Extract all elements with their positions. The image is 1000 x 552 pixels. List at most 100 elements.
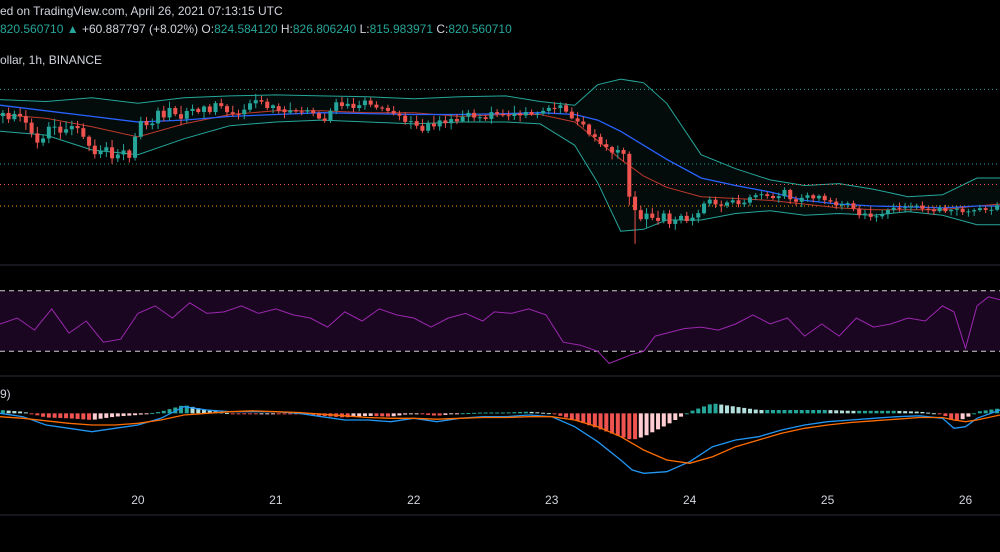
macd-histogram-bar	[179, 405, 184, 414]
x-axis-tick-label: 21	[269, 493, 283, 507]
macd-histogram-bar	[857, 410, 862, 414]
macd-histogram-bar	[552, 413, 557, 415]
candle-body	[816, 195, 821, 199]
candle-body	[115, 154, 120, 159]
x-axis-tick-label: 23	[545, 493, 559, 507]
candle-body	[35, 133, 40, 143]
candle-body	[466, 112, 471, 117]
x-axis-tick-label: 24	[683, 493, 697, 507]
candle-body	[334, 102, 339, 111]
macd-histogram-bar	[420, 413, 425, 415]
macd-histogram-bar	[23, 412, 28, 414]
candle-body	[518, 113, 523, 116]
macd-histogram-bar	[610, 413, 615, 434]
candle-body	[656, 217, 661, 221]
candle-body	[977, 208, 982, 211]
bollinger-band-fill	[0, 79, 1000, 232]
macd-histogram-bar	[362, 413, 367, 417]
candle-body	[506, 115, 511, 117]
macd-histogram-bar	[225, 412, 230, 414]
macd-histogram-bar	[558, 413, 563, 416]
macd-histogram-bar	[656, 413, 661, 430]
candle-body	[121, 150, 126, 155]
candle-body	[133, 136, 138, 158]
candle-body	[908, 206, 913, 208]
candle-body	[822, 195, 827, 201]
candle-body	[288, 110, 293, 113]
macd-histogram-bar	[926, 412, 931, 414]
candle-body	[41, 138, 46, 143]
candle-body	[770, 196, 775, 199]
macd-histogram-bar	[954, 413, 959, 421]
open-label: O:	[201, 22, 215, 36]
candle-body	[420, 125, 425, 131]
candle-body	[345, 103, 350, 107]
candle-body	[408, 121, 413, 123]
macd-histogram-bar	[627, 413, 632, 440]
macd-histogram-bar	[702, 406, 707, 414]
candle-body	[316, 113, 321, 119]
macd-histogram-bar	[110, 413, 115, 418]
publish-info: ed on TradingView.com, April 26, 2021 07…	[0, 4, 283, 18]
macd-histogram-bar	[592, 413, 597, 428]
high-value: 826.806240	[292, 22, 357, 36]
candle-body	[156, 110, 161, 124]
candle-body	[897, 207, 902, 209]
macd-histogram-bar	[983, 410, 988, 414]
macd-histogram-bar	[414, 413, 419, 415]
macd-histogram-bar	[466, 413, 471, 415]
candle-body	[903, 207, 908, 209]
candle-body	[782, 189, 787, 197]
candle-body	[736, 200, 741, 205]
candle-body	[667, 213, 672, 224]
macd-histogram-bar	[931, 413, 936, 415]
macd-histogram-bar	[891, 410, 896, 414]
macd-histogram-bar	[770, 410, 775, 414]
candle-body	[851, 203, 856, 209]
macd-histogram-bar	[972, 413, 977, 415]
candle-body	[523, 112, 528, 116]
candle-body	[966, 211, 971, 213]
candle-body	[805, 195, 810, 198]
candle-body	[587, 124, 592, 135]
macd-histogram-bar	[64, 413, 69, 419]
macd-histogram-bar	[799, 410, 804, 414]
change-value: +60.887797 (+8.02%)	[81, 22, 199, 36]
candle-body	[811, 195, 816, 199]
symbol-legend: ollar, 1h, BINANCE	[0, 53, 102, 67]
candle-body	[483, 117, 488, 119]
macd-histogram-bar	[202, 409, 207, 414]
candle-body	[799, 197, 804, 202]
macd-histogram-bar	[190, 406, 195, 414]
macd-histogram-bar	[247, 413, 253, 415]
macd-histogram-bar	[385, 413, 390, 417]
candle-body	[954, 208, 959, 210]
candle-body	[23, 116, 28, 123]
macd-histogram-bar	[725, 405, 730, 414]
macd-histogram-bar	[776, 410, 781, 414]
macd-histogram-bar	[587, 413, 592, 426]
candle-body	[914, 205, 919, 207]
macd-histogram-bar	[426, 413, 431, 415]
candle-body	[265, 101, 270, 108]
macd-histogram-bar	[115, 413, 120, 417]
macd-histogram-bar	[397, 413, 402, 416]
candle-body	[995, 205, 1000, 210]
candle-body	[610, 147, 615, 153]
candle-body	[707, 199, 712, 204]
macd-histogram-bar	[104, 413, 109, 418]
candle-body	[753, 195, 758, 198]
macd-histogram-bar	[150, 412, 155, 414]
macd-histogram-bar	[903, 411, 908, 414]
candle-body	[719, 204, 724, 206]
macd-histogram-bar	[782, 410, 787, 414]
macd-histogram-bar	[184, 405, 189, 414]
open-value: 824.584120	[214, 22, 278, 36]
macd-histogram-bar	[133, 413, 138, 416]
macd-histogram-bar	[35, 413, 40, 416]
candle-body	[931, 209, 936, 212]
macd-histogram-bar	[253, 413, 258, 415]
macd-histogram-bar	[12, 411, 17, 414]
macd-histogram-bar	[276, 413, 281, 415]
